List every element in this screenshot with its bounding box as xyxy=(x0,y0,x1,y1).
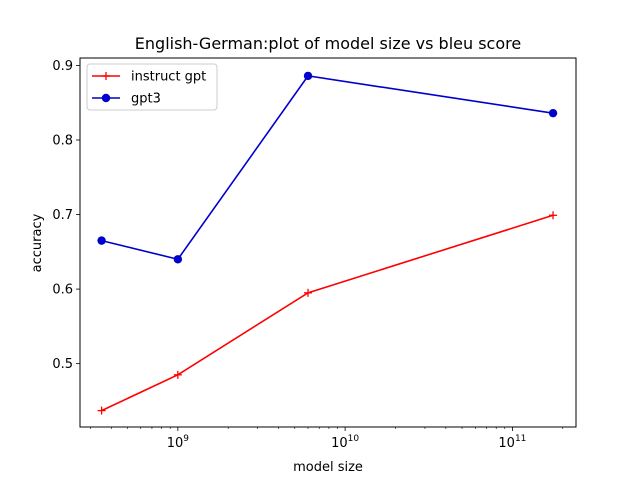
series-0 xyxy=(97,211,558,415)
series-1 xyxy=(97,71,558,264)
series-line xyxy=(101,214,554,412)
data-point xyxy=(303,71,313,81)
data-point xyxy=(97,406,106,415)
legend-item: instruct gpt xyxy=(92,70,206,85)
data-point xyxy=(304,288,313,297)
legend-marker xyxy=(101,93,111,103)
x-tick-exponent: 10 xyxy=(348,434,360,444)
data-point xyxy=(173,370,182,379)
x-axis-ticks: 109 1010 1011 xyxy=(90,427,564,451)
y-tick-label: 0.9 xyxy=(52,59,73,74)
x-axis-label: model size xyxy=(293,460,363,475)
x-tick-label: 109 xyxy=(167,434,190,451)
legend-label: gpt3 xyxy=(131,92,161,107)
legend-label: instruct gpt xyxy=(131,70,206,85)
y-tick-label: 0.6 xyxy=(52,283,73,298)
y-tick-label: 0.8 xyxy=(52,134,73,149)
x-tick-label: 1010 xyxy=(331,434,359,451)
x-tick-exponent: 11 xyxy=(515,434,526,444)
series-line xyxy=(101,75,554,261)
x-tick-exponent: 9 xyxy=(183,434,189,444)
y-axis-ticks: 0.5 0.6 0.7 0.8 0.9 xyxy=(52,59,80,372)
x-tick-base: 10 xyxy=(331,436,348,451)
legend-marker xyxy=(102,72,110,80)
data-point xyxy=(548,108,558,118)
data-point xyxy=(173,255,183,264)
legend-item: gpt3 xyxy=(92,92,161,107)
y-tick-label: 0.7 xyxy=(52,208,73,223)
y-tick-label: 0.5 xyxy=(52,357,73,372)
data-point xyxy=(97,236,106,245)
y-axis-label: accuracy xyxy=(30,213,45,272)
x-tick-base: 10 xyxy=(167,436,184,451)
x-tick-label: 1011 xyxy=(498,434,526,451)
legend: instruct gpt gpt3 xyxy=(86,63,218,111)
chart-title: English-German:plot of model size vs ble… xyxy=(135,34,521,53)
series-layer xyxy=(97,71,558,415)
plot-area xyxy=(79,57,577,428)
x-tick-base: 10 xyxy=(498,436,515,451)
data-point xyxy=(549,211,558,220)
